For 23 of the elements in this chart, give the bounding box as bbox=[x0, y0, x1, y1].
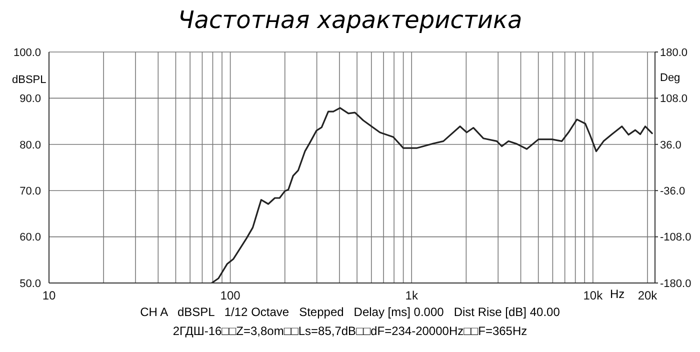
x-tick-label: 10 bbox=[42, 288, 56, 303]
y-tick-label: 80.0 bbox=[20, 139, 41, 152]
x-axis-title: Hz bbox=[610, 287, 625, 301]
y-tick-label: 70.0 bbox=[20, 186, 41, 198]
y-tick-label: 100.0 bbox=[13, 46, 41, 59]
y2-tick-label: 108.0 bbox=[660, 93, 688, 106]
y2-tick-label: 180.0 bbox=[660, 46, 688, 59]
x-tick-label: 100 bbox=[220, 288, 241, 303]
y2-axis-title: Deg bbox=[660, 72, 680, 84]
y2-tick-label: -108.0 bbox=[660, 232, 692, 244]
y-axis-title: dBSPL bbox=[12, 74, 46, 86]
y-tick-label: 90.0 bbox=[20, 93, 41, 106]
y-tick-label: 60.0 bbox=[20, 232, 41, 244]
text: 2ГДШ-16□□Z=3,8om□□Ls=85,7dB□□dF=234-20000Hz□□F=365Hz bbox=[172, 324, 528, 338]
x-tick-label: 1k bbox=[405, 288, 419, 303]
text: CH A dBSPL 1/12 Octave Stepped Delay [ms] 0.000 Dist Rise [dB] 40.00 bbox=[139, 305, 561, 319]
x-tick-label: 20k bbox=[638, 288, 658, 303]
y2-tick-label: 36.0 bbox=[660, 139, 682, 152]
y-tick-label: 50.0 bbox=[20, 278, 41, 290]
y2-tick-label: -180.0 bbox=[660, 278, 692, 290]
x-tick-label: 10k bbox=[583, 288, 604, 303]
y2-tick-label: -36.0 bbox=[660, 186, 686, 198]
chart-title: Частотная характеристика bbox=[176, 6, 524, 34]
